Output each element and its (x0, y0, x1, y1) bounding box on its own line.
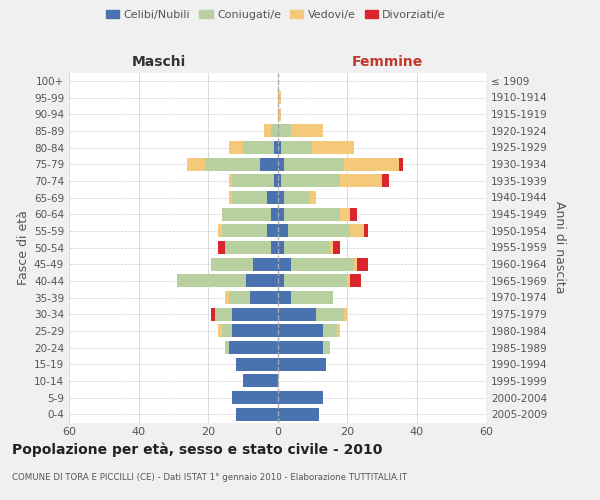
Bar (312, 141, 354, 154)
Bar (340, 174, 382, 188)
Bar (267, 224, 277, 237)
Legend: Celibi/Nubili, Coniugati/e, Vedovi/e, Divorziati/e: Celibi/Nubili, Coniugati/e, Vedovi/e, Di… (101, 6, 451, 25)
Bar (284, 241, 329, 254)
Bar (271, 241, 277, 254)
Bar (382, 174, 389, 188)
Bar (277, 358, 326, 370)
Bar (226, 291, 229, 304)
Bar (274, 174, 277, 188)
Bar (277, 308, 316, 320)
Bar (211, 308, 215, 320)
Bar (284, 191, 309, 204)
Bar (222, 224, 267, 237)
Bar (229, 341, 277, 354)
Bar (277, 241, 284, 254)
Bar (277, 391, 323, 404)
Bar (337, 324, 340, 338)
Bar (323, 324, 337, 338)
Bar (284, 158, 344, 170)
Bar (277, 291, 292, 304)
Bar (229, 174, 232, 188)
Bar (222, 208, 271, 220)
Bar (277, 124, 292, 138)
Text: Popolazione per età, sesso e stato civile - 2010: Popolazione per età, sesso e stato civil… (12, 442, 382, 457)
Bar (277, 258, 292, 270)
Bar (284, 274, 347, 287)
Bar (236, 358, 277, 370)
Bar (253, 258, 277, 270)
Bar (215, 308, 232, 320)
Bar (364, 224, 368, 237)
Bar (277, 174, 281, 188)
Bar (177, 274, 246, 287)
Bar (232, 191, 267, 204)
Bar (218, 324, 222, 338)
Bar (271, 124, 277, 138)
Bar (277, 208, 284, 220)
Bar (281, 174, 340, 188)
Bar (329, 241, 333, 254)
Bar (277, 158, 284, 170)
Text: Femmine: Femmine (352, 55, 422, 69)
Bar (277, 341, 323, 354)
Bar (292, 258, 354, 270)
Bar (232, 391, 277, 404)
Bar (250, 291, 277, 304)
Bar (281, 141, 312, 154)
Bar (226, 241, 271, 254)
Bar (333, 241, 340, 254)
Bar (350, 208, 358, 220)
Bar (229, 291, 250, 304)
Bar (284, 208, 340, 220)
Y-axis label: Anni di nascita: Anni di nascita (553, 201, 566, 294)
Bar (274, 141, 277, 154)
Bar (350, 274, 361, 287)
Bar (354, 258, 358, 270)
Text: Maschi: Maschi (132, 55, 186, 69)
Bar (277, 141, 281, 154)
Bar (323, 341, 329, 354)
Bar (218, 241, 226, 254)
Y-axis label: Fasce di età: Fasce di età (17, 210, 30, 285)
Bar (229, 191, 232, 204)
Bar (344, 308, 347, 320)
Bar (344, 158, 399, 170)
Bar (226, 341, 229, 354)
Bar (347, 274, 350, 287)
Bar (277, 191, 284, 204)
Bar (243, 141, 274, 154)
Bar (236, 408, 277, 420)
Bar (232, 174, 274, 188)
Bar (260, 158, 277, 170)
Bar (211, 258, 253, 270)
Bar (229, 141, 243, 154)
Bar (316, 308, 344, 320)
Bar (232, 324, 277, 338)
Bar (292, 291, 333, 304)
Bar (267, 191, 277, 204)
Bar (277, 274, 284, 287)
Bar (277, 324, 323, 338)
Bar (277, 224, 288, 237)
Bar (243, 374, 277, 388)
Bar (205, 158, 260, 170)
Bar (277, 91, 281, 104)
Bar (218, 224, 222, 237)
Bar (277, 408, 319, 420)
Bar (288, 224, 350, 237)
Bar (340, 208, 350, 220)
Bar (358, 258, 368, 270)
Bar (271, 208, 277, 220)
Bar (222, 324, 232, 338)
Bar (399, 158, 403, 170)
Bar (263, 124, 271, 138)
Bar (246, 274, 277, 287)
Text: COMUNE DI TORA E PICCILLI (CE) - Dati ISTAT 1° gennaio 2010 - Elaborazione TUTTI: COMUNE DI TORA E PICCILLI (CE) - Dati IS… (12, 472, 407, 482)
Bar (292, 124, 323, 138)
Bar (277, 108, 281, 120)
Bar (309, 191, 316, 204)
Bar (350, 224, 364, 237)
Bar (232, 308, 277, 320)
Bar (187, 158, 205, 170)
